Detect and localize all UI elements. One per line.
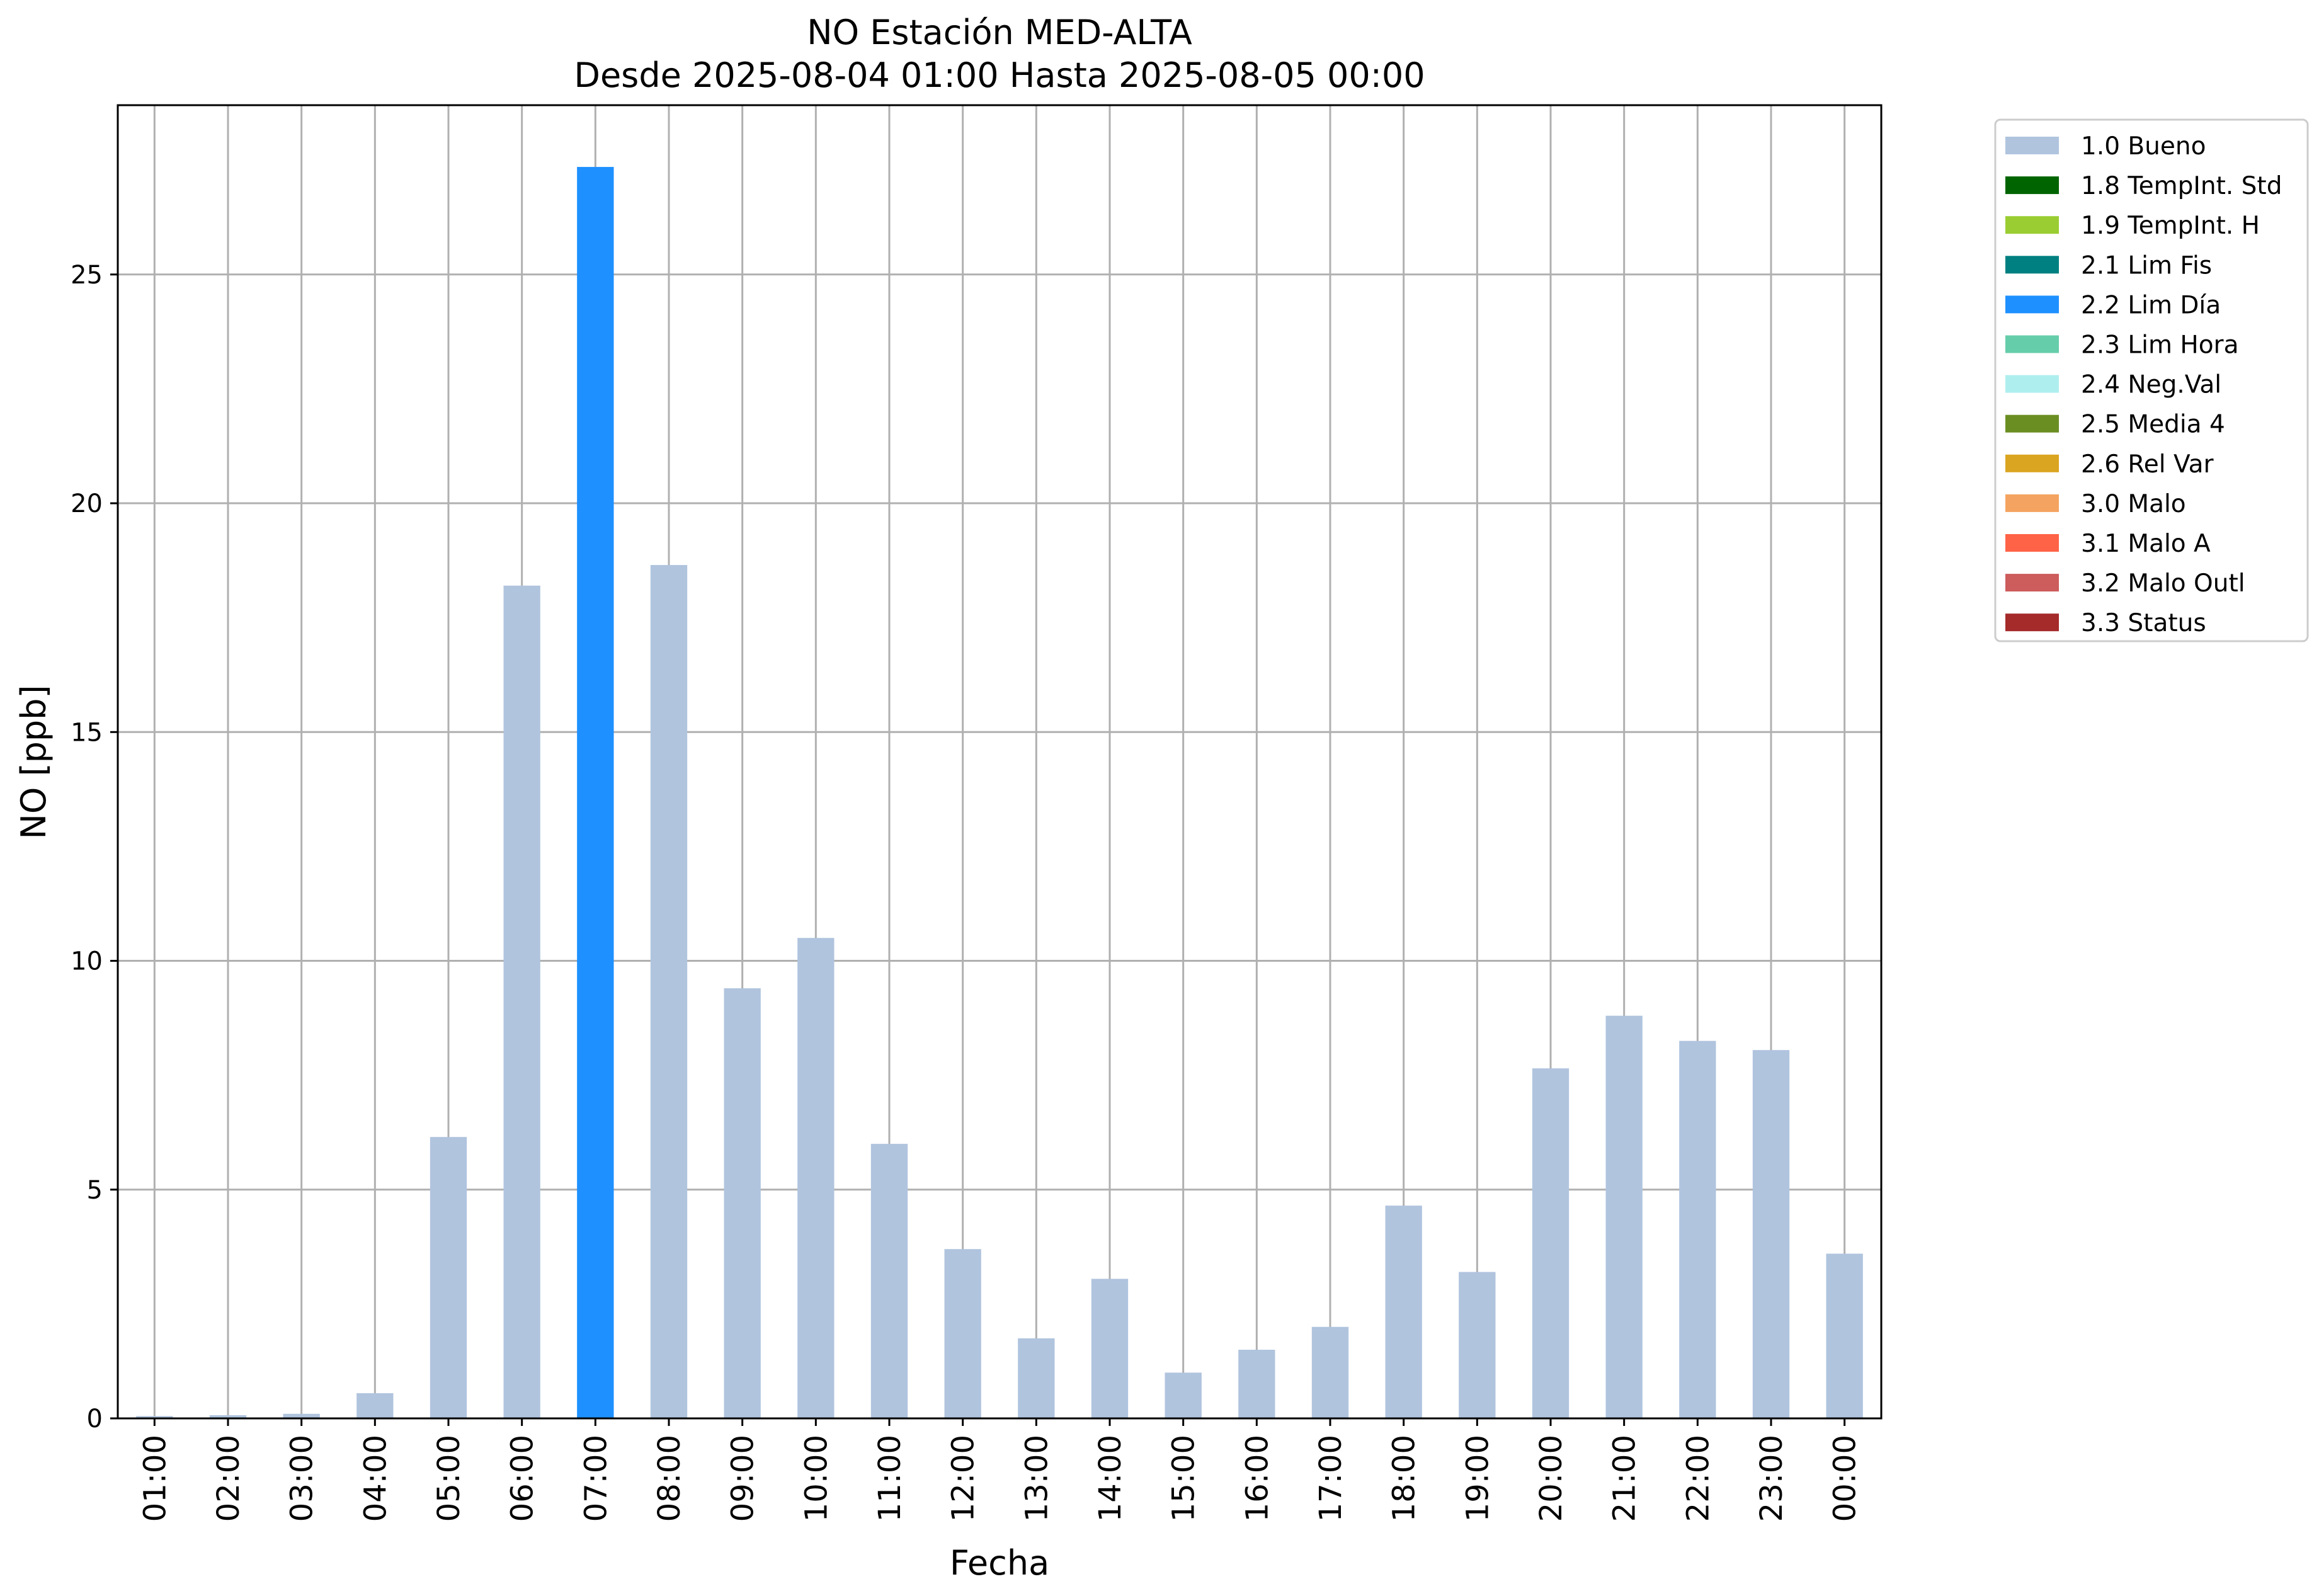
bar-00:00 xyxy=(1826,1253,1863,1418)
legend-swatch xyxy=(2005,335,2059,353)
x-tick-label: 09:00 xyxy=(726,1435,761,1522)
bar-06:00 xyxy=(503,585,540,1418)
x-tick-label: 17:00 xyxy=(1313,1435,1348,1522)
legend-swatch xyxy=(2005,454,2059,472)
legend-swatch xyxy=(2005,574,2059,592)
x-tick-label: 20:00 xyxy=(1534,1435,1569,1522)
chart-title-line-2: Desde 2025-08-04 01:00 Hasta 2025-08-05 … xyxy=(574,55,1425,95)
x-tick-label: 05:00 xyxy=(431,1435,467,1522)
bar-11:00 xyxy=(870,1144,908,1418)
legend-swatch xyxy=(2005,375,2059,393)
legend-label: 2.6 Rel Var xyxy=(2081,450,2214,479)
bar-13:00 xyxy=(1018,1338,1055,1418)
y-tick-label: 15 xyxy=(71,718,103,747)
y-axis-label: NO [ppb] xyxy=(14,685,54,839)
x-tick-label: 03:00 xyxy=(285,1435,320,1522)
x-tick-label: 14:00 xyxy=(1093,1435,1128,1522)
bar-04:00 xyxy=(356,1393,394,1418)
bar-22:00 xyxy=(1679,1040,1716,1418)
bar-19:00 xyxy=(1459,1272,1496,1418)
bar-15:00 xyxy=(1165,1372,1202,1418)
legend-label: 1.0 Bueno xyxy=(2081,132,2206,161)
x-tick-label: 23:00 xyxy=(1754,1435,1789,1522)
x-tick-label: 19:00 xyxy=(1460,1435,1495,1522)
legend-label: 2.4 Neg.Val xyxy=(2081,371,2221,399)
legend-label: 2.1 Lim Fis xyxy=(2081,251,2212,280)
y-tick-label: 20 xyxy=(71,489,103,518)
x-tick-label: 01:00 xyxy=(137,1435,173,1522)
bar-23:00 xyxy=(1752,1050,1790,1418)
bar-09:00 xyxy=(724,988,761,1418)
x-tick-label: 13:00 xyxy=(1019,1435,1054,1522)
x-tick-label: 06:00 xyxy=(505,1435,540,1522)
x-tick-label: 15:00 xyxy=(1166,1435,1202,1522)
legend-label: 3.1 Malo A xyxy=(2081,530,2211,558)
bar-16:00 xyxy=(1238,1350,1275,1418)
bars xyxy=(136,167,1863,1418)
bar-01:00 xyxy=(136,1416,173,1418)
y-tick-label: 0 xyxy=(87,1405,103,1434)
x-tick-label: 11:00 xyxy=(872,1435,908,1522)
legend-label: 3.2 Malo Outl xyxy=(2081,569,2245,598)
bar-03:00 xyxy=(283,1413,320,1418)
x-tick-label: 22:00 xyxy=(1680,1435,1716,1522)
legend-label: 3.3 Status xyxy=(2081,609,2206,637)
y-tick-label: 5 xyxy=(87,1176,103,1205)
bar-20:00 xyxy=(1532,1068,1570,1418)
x-tick-label: 04:00 xyxy=(358,1435,393,1522)
x-tick-label: 10:00 xyxy=(799,1435,834,1522)
bar-21:00 xyxy=(1605,1015,1643,1418)
legend: 1.0 Bueno 1.8 TempInt. Std 1.9 TempInt. H 2… xyxy=(1994,118,2309,642)
x-axis-label: Fecha xyxy=(950,1543,1049,1583)
axis-ticks: 01:00 02:00 03:00 04:00 05:00 06:00 07:00 08:00… xyxy=(71,261,1863,1522)
legend-swatch xyxy=(2005,256,2059,274)
legend-swatch xyxy=(2005,534,2059,552)
x-tick-label: 02:00 xyxy=(211,1435,246,1522)
bar-02:00 xyxy=(209,1415,247,1418)
legend-label: 1.9 TempInt. H xyxy=(2081,212,2260,240)
legend-frame xyxy=(1994,118,2309,642)
bar-18:00 xyxy=(1385,1206,1422,1418)
bar-10:00 xyxy=(797,938,835,1418)
plot-frame xyxy=(117,104,1883,1420)
legend-label: 2.2 Lim Día xyxy=(2081,291,2221,319)
bar-08:00 xyxy=(650,565,688,1418)
x-tick-label: 07:00 xyxy=(578,1435,613,1522)
legend-swatch xyxy=(2005,295,2059,314)
y-tick-label: 25 xyxy=(71,261,103,290)
bar-07:00 xyxy=(577,167,614,1418)
chart-title-line-1: NO Estación MED-ALTA xyxy=(807,13,1192,52)
legend-label: 2.5 Media 4 xyxy=(2081,411,2225,439)
bar-14:00 xyxy=(1091,1279,1129,1418)
y-tick-label: 10 xyxy=(71,947,103,976)
bar-12:00 xyxy=(944,1249,981,1418)
legend-swatch xyxy=(2005,137,2059,154)
legend-swatch xyxy=(2005,216,2059,234)
legend-swatch xyxy=(2005,613,2059,632)
x-tick-label: 21:00 xyxy=(1607,1435,1643,1522)
x-tick-label: 18:00 xyxy=(1387,1435,1422,1522)
x-tick-label: 08:00 xyxy=(652,1435,687,1522)
bar-17:00 xyxy=(1311,1326,1349,1418)
legend-label: 2.3 Lim Hora xyxy=(2081,331,2239,360)
bar-05:00 xyxy=(430,1137,467,1418)
legend-swatch xyxy=(2005,494,2059,512)
legend-swatch xyxy=(2005,414,2059,433)
legend-label: 1.8 TempInt. Std xyxy=(2081,172,2282,200)
x-tick-label: 12:00 xyxy=(946,1435,981,1522)
x-tick-label: 00:00 xyxy=(1828,1435,1863,1522)
x-tick-label: 16:00 xyxy=(1239,1435,1275,1522)
legend-swatch xyxy=(2005,176,2059,195)
legend-label: 3.0 Malo xyxy=(2081,490,2186,518)
